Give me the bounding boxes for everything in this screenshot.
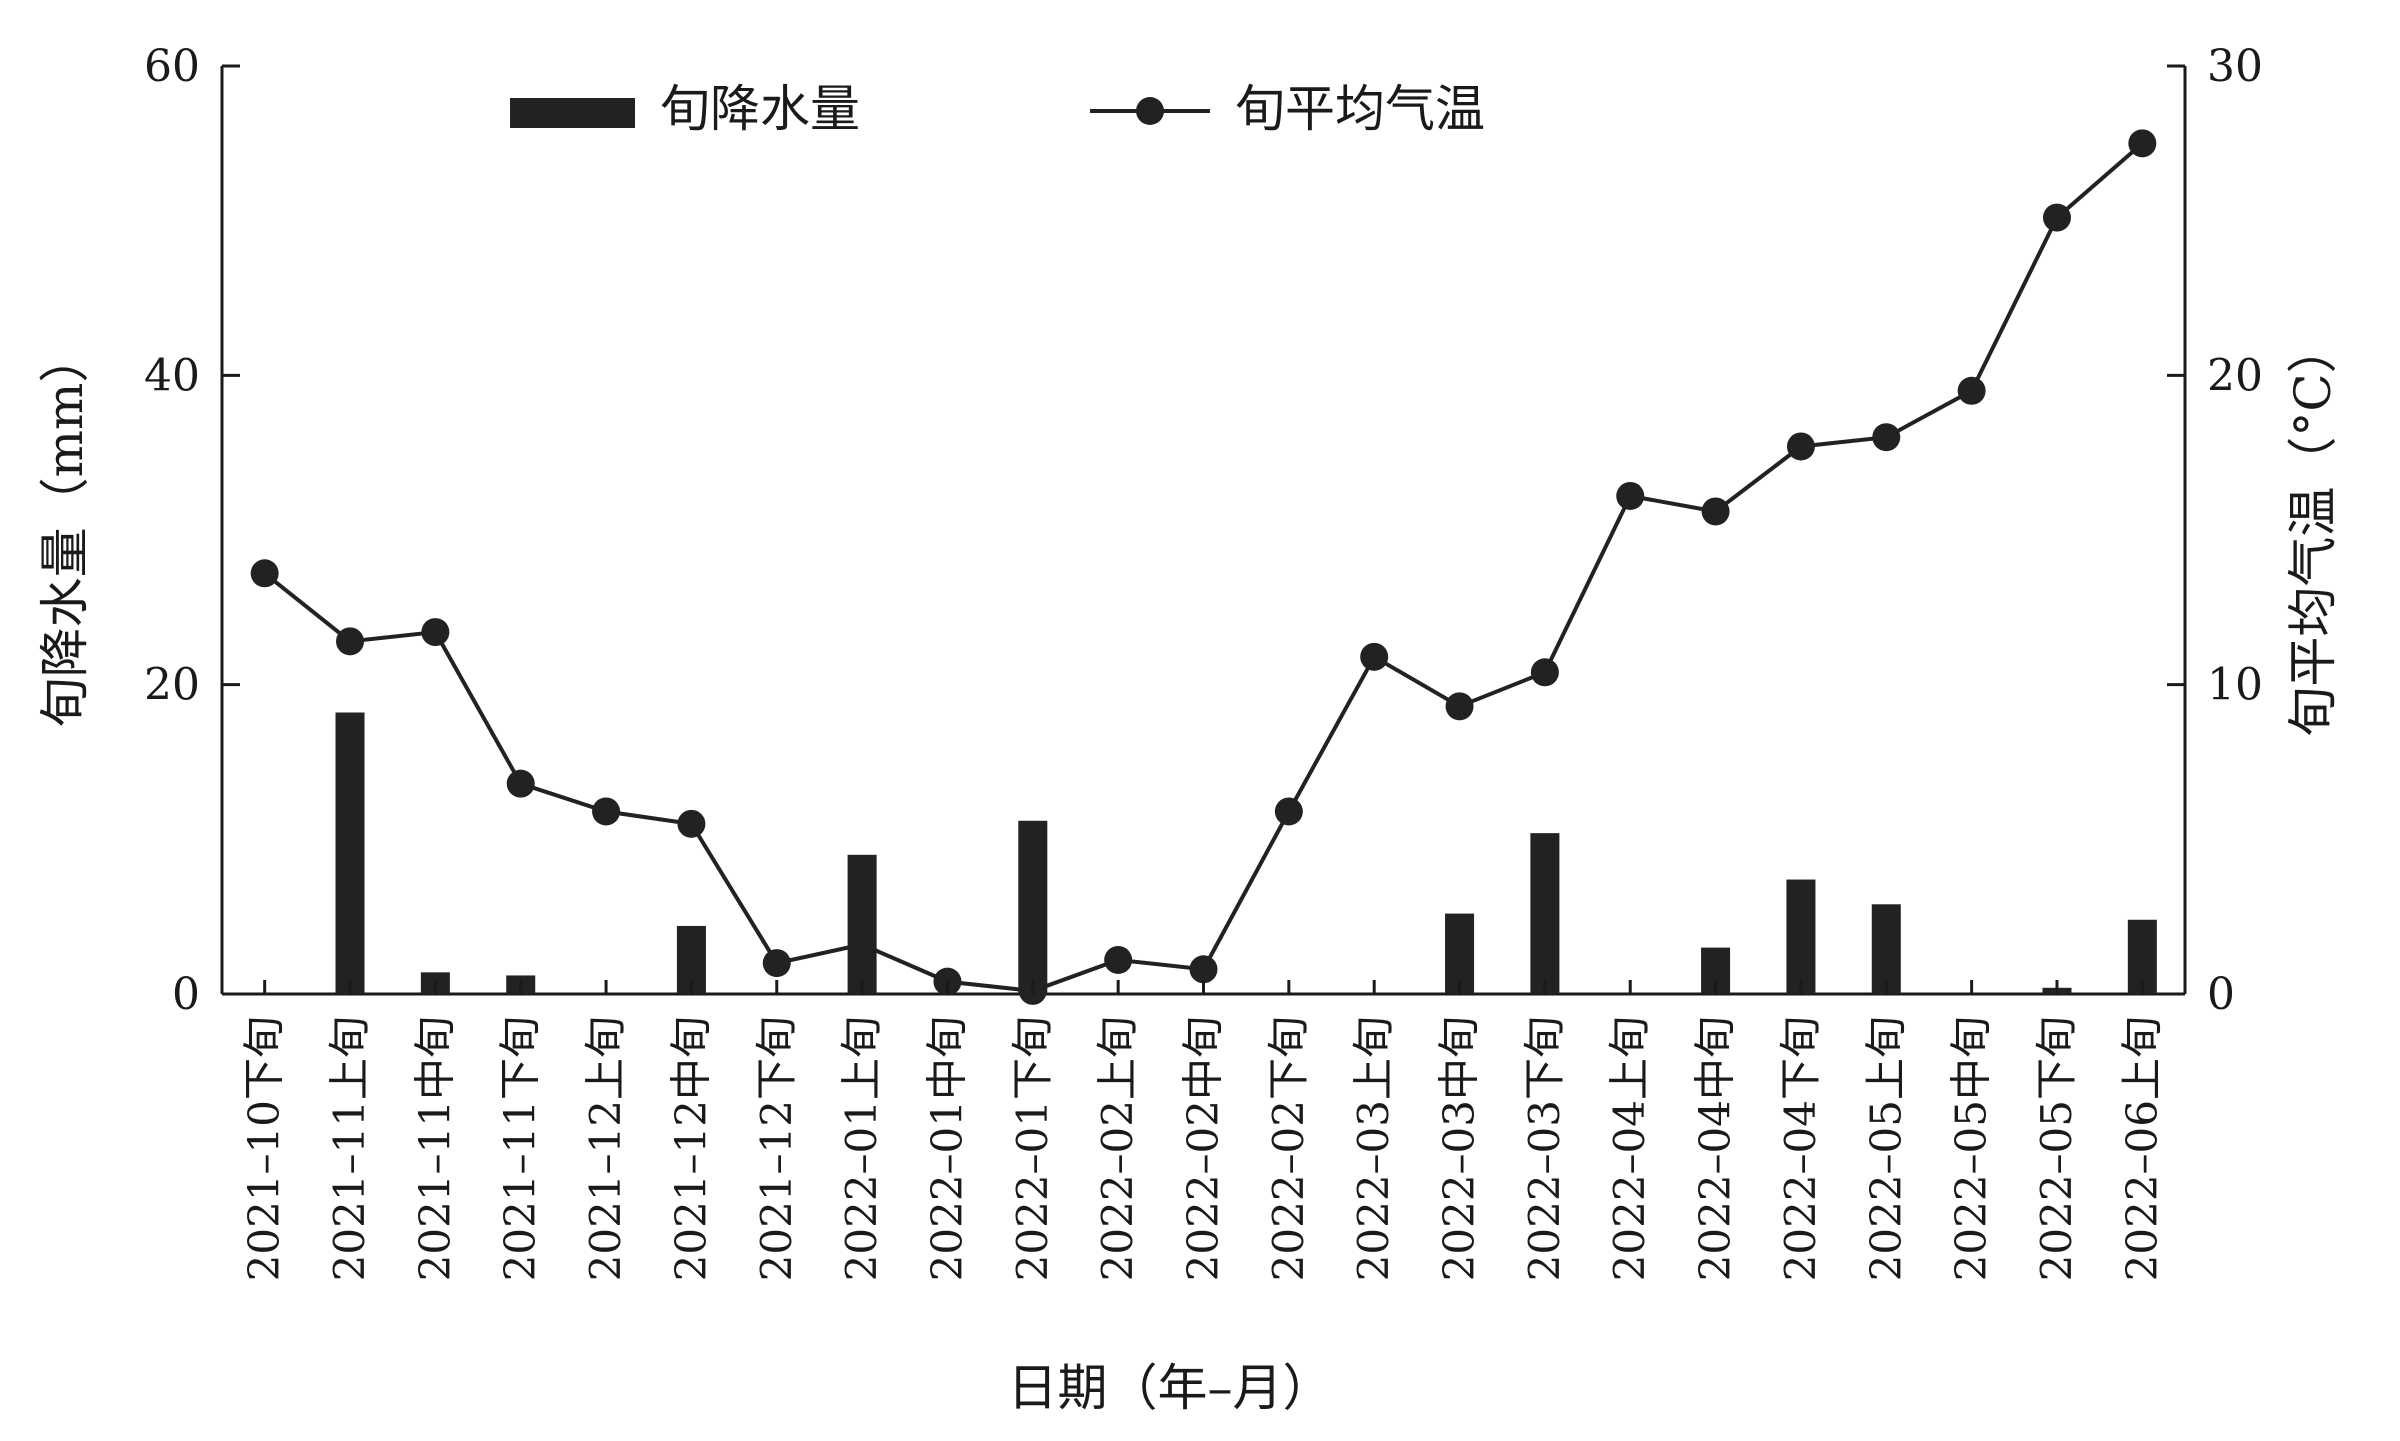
plot-frame <box>220 66 2187 996</box>
legend-label-temperature: 旬平均气温 <box>1235 80 1485 138</box>
temperature-point <box>1274 797 1303 826</box>
precipitation-bar <box>335 712 365 994</box>
temperature-point <box>336 627 365 656</box>
temperature-point <box>2042 203 2071 232</box>
temperature-point <box>250 559 279 588</box>
temperature-line-series <box>250 129 2157 1005</box>
temperature-point <box>1445 692 1474 721</box>
precipitation-bar <box>1018 820 1048 994</box>
precipitation-bar <box>1871 904 1901 994</box>
x-tick-label: 2022–03下旬 <box>1520 1016 1569 1281</box>
x-tick-label: 2021–11下旬 <box>496 1016 545 1281</box>
axis-ticks: 0 20 40 60 0 10 20 30 2021–10下旬 2021–11上旬 2021–11中… <box>144 41 2263 1281</box>
x-tick-label: 2022–04中旬 <box>1691 1016 1740 1281</box>
temperature-point <box>1872 423 1901 452</box>
x-tick-label: 2022–02下旬 <box>1264 1016 1313 1281</box>
x-tick-label: 2021–11上旬 <box>325 1016 374 1281</box>
x-tick-label: 2022–06上旬 <box>2117 1016 2166 1281</box>
x-tick-label: 2021–12中旬 <box>666 1016 715 1281</box>
temperature-point <box>1701 497 1730 526</box>
y-right-tick-label: 10 <box>2207 660 2263 711</box>
x-axis-title: 日期（年–月） <box>1008 1359 1333 1417</box>
x-tick-label: 2022–04上旬 <box>1605 1016 1654 1281</box>
x-tick-label: 2022–01下旬 <box>1008 1016 1057 1281</box>
precipitation-bar <box>847 854 877 994</box>
temperature-line <box>263 141 2144 993</box>
x-tick-label: 2021–12下旬 <box>752 1016 801 1281</box>
x-tick-label: 2022–04下旬 <box>1776 1016 1825 1281</box>
y-right-tick-label: 20 <box>2207 350 2263 401</box>
y-left-tick-label: 0 <box>172 969 200 1020</box>
y-left-tick-label: 60 <box>144 41 200 92</box>
y-right-tick-label: 0 <box>2207 969 2235 1020</box>
temperature-point <box>677 809 706 838</box>
x-tick-label: 2021–10下旬 <box>240 1016 289 1281</box>
x-tick-label: 2022–02中旬 <box>1179 1016 1228 1281</box>
x-tick-label: 2022–03中旬 <box>1435 1016 1484 1281</box>
x-tick-label: 2022–01中旬 <box>922 1016 971 1281</box>
temperature-point <box>1360 642 1389 671</box>
precipitation-bars <box>335 712 2157 994</box>
precipitation-bar <box>1530 833 1560 994</box>
legend: 旬降水量 旬平均气温 <box>510 80 1485 138</box>
y-right-tick-label: 30 <box>2207 41 2263 92</box>
legend-line-marker <box>1136 97 1164 125</box>
temperature-point <box>848 930 877 959</box>
temperature-point <box>2128 129 2157 158</box>
temperature-point <box>1189 955 1218 984</box>
x-tick-label: 2021–11中旬 <box>410 1016 459 1281</box>
x-tick-label: 2021–12上旬 <box>581 1016 630 1281</box>
temperature-point <box>421 618 450 647</box>
y-left-tick-label: 40 <box>144 350 200 401</box>
y-left-tick-label: 20 <box>144 660 200 711</box>
precipitation-bar <box>1786 879 1816 994</box>
y-axis-right-title: 旬平均气温（°C） <box>2284 323 2342 736</box>
temperature-point <box>1957 376 1986 405</box>
temperature-point <box>506 769 535 798</box>
temperature-point <box>1616 481 1645 510</box>
temperature-point <box>1786 432 1815 461</box>
x-tick-label: 2022–05下旬 <box>2032 1016 2081 1281</box>
x-tick-label: 2022–05上旬 <box>1861 1016 1910 1281</box>
x-tick-label: 2022–01上旬 <box>837 1016 886 1281</box>
x-tick-label: 2022–03上旬 <box>1349 1016 1398 1281</box>
temperature-point <box>1104 945 1133 974</box>
x-tick-label: 2022–02上旬 <box>1093 1016 1142 1281</box>
legend-label-precipitation: 旬降水量 <box>660 80 860 138</box>
temperature-point <box>1530 658 1559 687</box>
x-tick-label: 2022–05中旬 <box>1947 1016 1996 1281</box>
temperature-point <box>592 797 621 826</box>
y-axis-left-title: 旬降水量（mm） <box>36 333 94 728</box>
legend-bar-swatch <box>510 98 635 128</box>
temperature-point <box>762 949 791 978</box>
